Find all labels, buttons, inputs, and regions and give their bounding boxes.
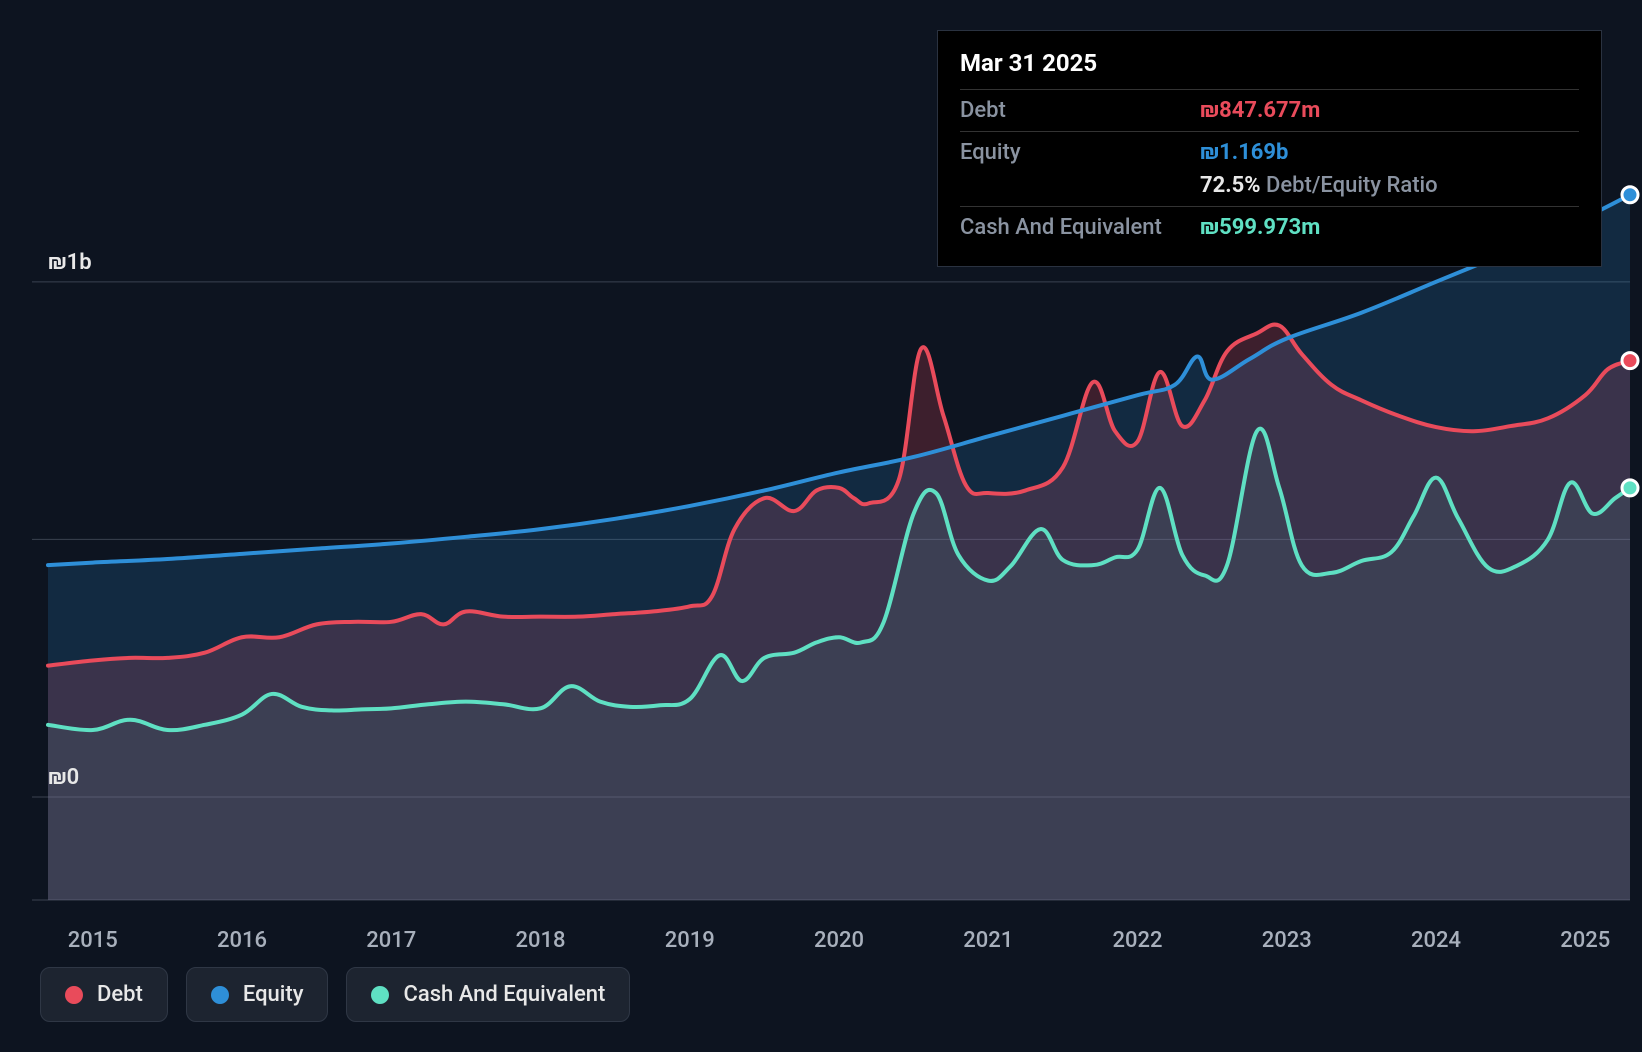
ratio-label-text: Debt/Equity Ratio [1266, 173, 1438, 198]
x-axis-label: 2025 [1560, 928, 1610, 953]
tooltip-row-debt: Debt ₪847.677m [960, 89, 1579, 131]
legend-item-equity[interactable]: Equity [186, 967, 329, 1022]
chart-tooltip: Mar 31 2025 Debt ₪847.677m Equity ₪1.169… [937, 30, 1602, 267]
legend-item-debt[interactable]: Debt [40, 967, 168, 1022]
chart-legend: Debt Equity Cash And Equivalent [40, 967, 630, 1022]
tooltip-row-equity: Equity ₪1.169b [960, 131, 1579, 173]
legend-label: Cash And Equivalent [403, 982, 605, 1007]
tooltip-row-cash: Cash And Equivalent ₪599.973m [960, 206, 1579, 248]
tooltip-value: ₪599.973m [1200, 215, 1320, 240]
tooltip-label: Equity [960, 140, 1200, 165]
tooltip-value: ₪1.169b [1200, 140, 1288, 165]
tooltip-label: Cash And Equivalent [960, 215, 1200, 240]
tooltip-ratio: 72.5% Debt/Equity Ratio [1200, 173, 1579, 206]
x-axis-label: 2021 [963, 928, 1013, 953]
tooltip-date: Mar 31 2025 [960, 49, 1579, 77]
tooltip-label: Debt [960, 98, 1200, 123]
x-axis-label: 2022 [1112, 928, 1162, 953]
x-axis-label: 2017 [366, 928, 416, 953]
ratio-value: 72.5% [1200, 173, 1261, 198]
legend-label: Equity [243, 982, 304, 1007]
y-axis-label: ₪1b [48, 250, 92, 275]
legend-label: Debt [97, 982, 143, 1007]
x-axis-label: 2023 [1262, 928, 1312, 953]
x-axis-label: 2015 [68, 928, 118, 953]
x-axis-label: 2016 [217, 928, 267, 953]
x-axis-label: 2019 [665, 928, 715, 953]
x-axis-label: 2018 [515, 928, 565, 953]
legend-dot-icon [371, 986, 389, 1004]
y-axis-label: ₪0 [48, 765, 79, 790]
tooltip-value: ₪847.677m [1200, 98, 1320, 123]
legend-dot-icon [211, 986, 229, 1004]
legend-dot-icon [65, 986, 83, 1004]
x-axis-label: 2020 [814, 928, 864, 953]
financial-chart: ₪0 ₪1b 2015 2016 2017 2018 2019 2020 2021 2022 20… [0, 0, 1642, 1052]
legend-item-cash[interactable]: Cash And Equivalent [346, 967, 630, 1022]
x-axis-label: 2024 [1411, 928, 1461, 953]
